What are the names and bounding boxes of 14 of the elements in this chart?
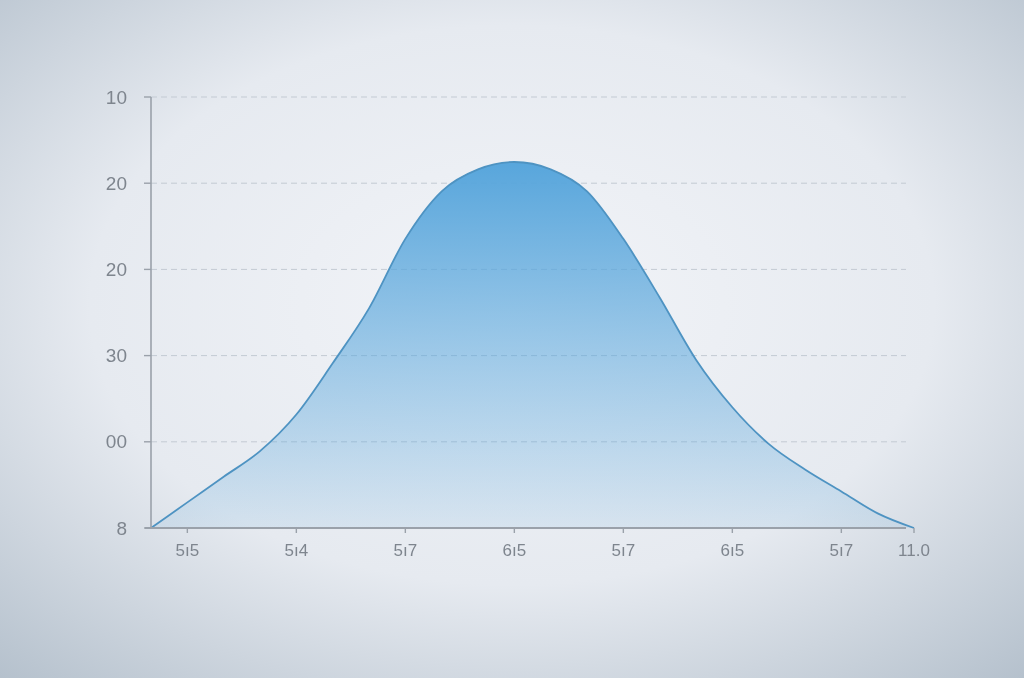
text: 20 [105,259,127,281]
text: 20 [105,172,127,194]
x-tick-label: 6ı5 [720,541,745,560]
x-tick-label: 5ı7 [393,541,418,560]
x-tick-label: 11.0 [898,541,930,560]
x-tick-label: 5ı4 [284,541,309,560]
text: 00 [105,431,127,453]
x-tick-label: 5ı5 [175,541,200,560]
text: 30 [105,345,127,367]
x-tick-label: 5ı7 [611,541,636,560]
text: 8 [116,517,127,539]
text: 10 [105,86,127,108]
x-tick-label: 5ı7 [829,541,854,560]
x-tick-label: 6ı5 [502,541,527,560]
